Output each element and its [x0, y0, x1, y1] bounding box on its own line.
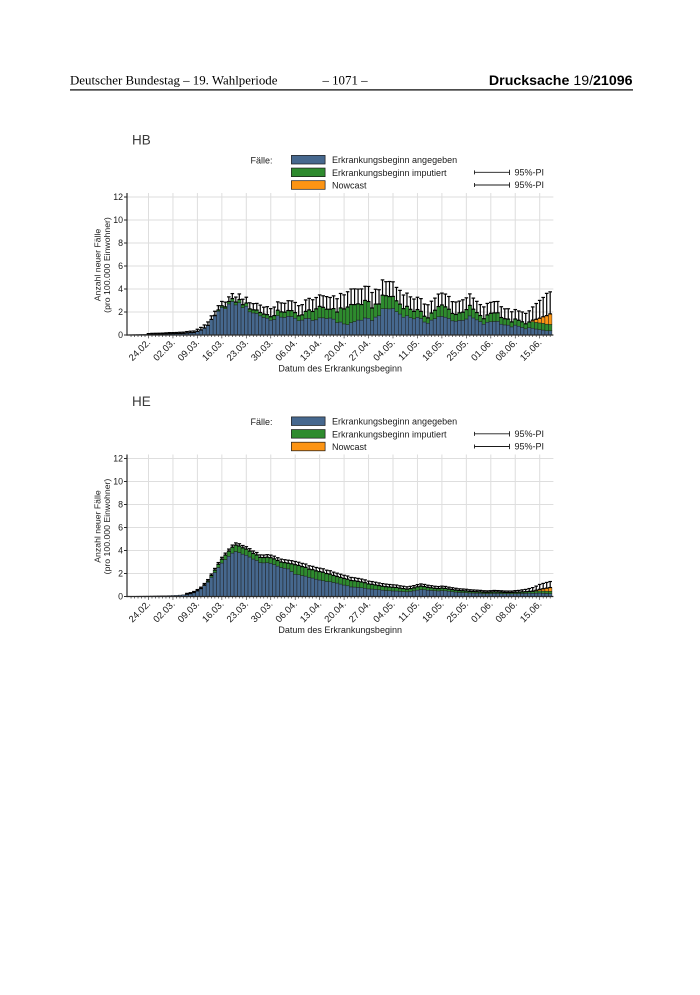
svg-text:2: 2: [118, 569, 123, 579]
svg-text:10: 10: [113, 477, 123, 487]
svg-text:0: 0: [118, 330, 123, 340]
svg-text:Drucksache 19/21096: Drucksache 19/21096: [489, 73, 633, 89]
svg-text:Datum des Erkrankungsbeginn: Datum des Erkrankungsbeginn: [278, 364, 402, 374]
svg-text:10: 10: [113, 215, 123, 225]
svg-text:2: 2: [118, 307, 123, 317]
svg-text:12: 12: [113, 192, 123, 202]
svg-text:HB: HB: [132, 133, 151, 148]
svg-text:Erkrankungsbeginn angegeben: Erkrankungsbeginn angegeben: [332, 417, 457, 427]
svg-text:8: 8: [118, 238, 123, 248]
svg-text:8: 8: [118, 500, 123, 510]
svg-text:6: 6: [118, 523, 123, 533]
svg-text:95%-PI: 95%-PI: [515, 180, 545, 190]
svg-text:Nowcast: Nowcast: [332, 181, 367, 191]
svg-text:4: 4: [118, 546, 123, 556]
svg-text:12: 12: [113, 454, 123, 464]
svg-text:95%-PI: 95%-PI: [515, 167, 545, 177]
svg-text:Erkrankungsbeginn imputiert: Erkrankungsbeginn imputiert: [332, 168, 447, 178]
svg-text:95%-PI: 95%-PI: [515, 429, 545, 439]
svg-text:Erkrankungsbeginn imputiert: Erkrankungsbeginn imputiert: [332, 429, 447, 439]
svg-text:Anzahl neuer Fälle(pro 100.000: Anzahl neuer Fälle(pro 100.000 Einwohner…: [92, 479, 111, 575]
svg-text:Fälle:: Fälle:: [250, 155, 272, 165]
svg-text:6: 6: [118, 261, 123, 271]
svg-text:Anzahl neuer Fälle(pro 100.000: Anzahl neuer Fälle(pro 100.000 Einwohner…: [92, 217, 111, 313]
svg-text:Erkrankungsbeginn angegeben: Erkrankungsbeginn angegeben: [332, 155, 457, 165]
svg-text:Fälle:: Fälle:: [250, 417, 272, 427]
svg-text:4: 4: [118, 284, 123, 294]
svg-text:– 1071 –: – 1071 –: [321, 74, 368, 88]
svg-text:0: 0: [118, 592, 123, 602]
svg-text:HE: HE: [132, 394, 151, 409]
svg-text:Deutscher Bundestag – 19. Wahl: Deutscher Bundestag – 19. Wahlperiode: [70, 74, 278, 88]
svg-text:Datum des Erkrankungsbeginn: Datum des Erkrankungsbeginn: [278, 625, 402, 635]
svg-text:Nowcast: Nowcast: [332, 442, 367, 452]
svg-text:95%-PI: 95%-PI: [515, 442, 545, 452]
